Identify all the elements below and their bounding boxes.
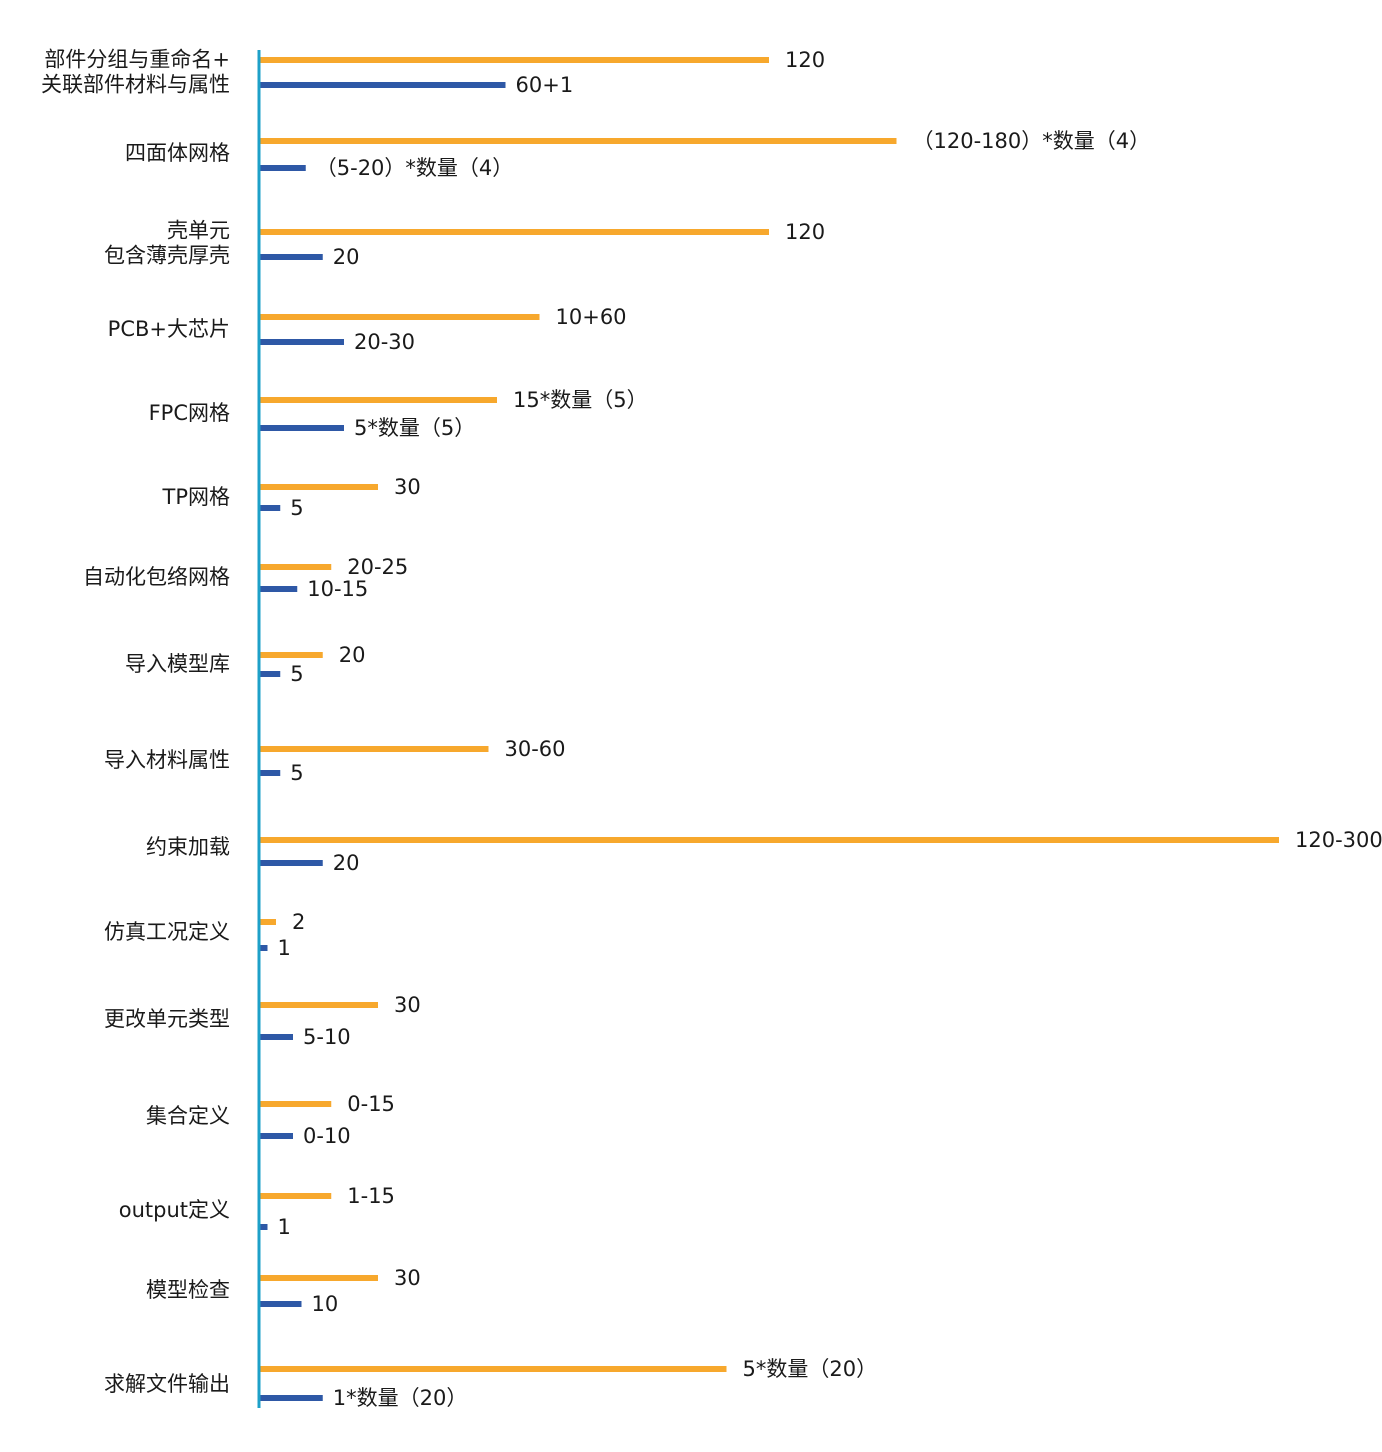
category-label-10: 约束加载 (146, 835, 230, 859)
category-label-15: 模型检查 (146, 1278, 230, 1302)
bar-series1-8 (259, 652, 323, 658)
data-label-series1-2: （120-180）*数量（4） (913, 129, 1151, 153)
category-label-13: 集合定义 (146, 1104, 230, 1128)
bar-series2-12 (259, 1034, 293, 1040)
data-label-series1-9: 30-60 (505, 737, 566, 761)
category-label-14: output定义 (119, 1198, 230, 1222)
bar-series1-2 (259, 138, 897, 144)
data-label-series1-13: 0-15 (347, 1092, 395, 1116)
category-label-5: FPC网格 (149, 401, 230, 425)
data-label-series2-9: 5 (290, 761, 303, 785)
bar-series1-7 (259, 564, 332, 570)
bar-series2-10 (259, 860, 323, 866)
bar-series1-3 (259, 229, 769, 235)
data-label-series2-7: 10-15 (307, 577, 368, 601)
category-label-8: 导入模型库 (125, 652, 230, 676)
bar-series2-15 (259, 1301, 302, 1307)
bar-series2-9 (259, 770, 281, 776)
bar-series2-11 (259, 945, 268, 951)
data-label-series1-14: 1-15 (347, 1184, 395, 1208)
data-label-series1-12: 30 (394, 993, 421, 1017)
data-label-series1-7: 20-25 (347, 555, 408, 579)
data-label-series1-1: 120 (785, 48, 825, 72)
category-label-9: 导入材料属性 (104, 748, 230, 772)
data-label-series2-8: 5 (290, 662, 303, 686)
bar-series1-13 (259, 1101, 332, 1107)
bar-series1-5 (259, 397, 497, 403)
category-label-4: PCB+大芯片 (108, 317, 230, 341)
bar-series2-6 (259, 505, 281, 511)
bar-series1-10 (259, 837, 1279, 843)
data-label-series2-16: 1*数量（20） (333, 1386, 468, 1410)
category-label-11: 仿真工况定义 (104, 920, 230, 944)
bar-series1-15 (259, 1275, 378, 1281)
bar-series1-12 (259, 1002, 378, 1008)
data-label-series1-10: 120-300 (1295, 828, 1382, 852)
data-label-series2-3: 20 (333, 245, 360, 269)
bar-series2-3 (259, 254, 323, 260)
category-label-7: 自动化包络网格 (83, 565, 230, 589)
data-label-series2-15: 10 (312, 1292, 339, 1316)
bar-series2-2 (259, 165, 306, 171)
data-label-series2-5: 5*数量（5） (354, 416, 475, 440)
bar-series2-5 (259, 425, 344, 431)
data-label-series2-10: 20 (333, 851, 360, 875)
category-label-16: 求解文件输出 (104, 1372, 230, 1396)
bar-series2-14 (259, 1224, 268, 1230)
bar-series2-7 (259, 586, 298, 592)
category-label-1-line1: 部件分组与重命名+ (44, 48, 230, 72)
data-label-series1-16: 5*数量（20） (743, 1357, 878, 1381)
data-label-series2-2: （5-20）*数量（4） (316, 156, 514, 180)
bar-series1-9 (259, 746, 489, 752)
data-label-series2-14: 1 (278, 1215, 291, 1239)
data-label-series1-6: 30 (394, 475, 421, 499)
data-label-series1-4: 10+60 (556, 305, 627, 329)
bar-series2-8 (259, 671, 281, 677)
category-label-12: 更改单元类型 (104, 1007, 230, 1031)
data-label-series2-11: 1 (278, 936, 291, 960)
category-label-2: 四面体网格 (125, 141, 230, 165)
data-label-series2-12: 5-10 (303, 1025, 351, 1049)
data-label-series2-4: 20-30 (354, 330, 415, 354)
category-label-1-line2: 关联部件材料与属性 (41, 73, 230, 97)
data-label-series2-1: 60+1 (516, 73, 574, 97)
bar-series2-13 (259, 1133, 293, 1139)
category-label-6: TP网格 (162, 485, 231, 509)
bar-series1-4 (259, 314, 540, 320)
data-label-series1-11: 2 (292, 910, 305, 934)
category-label-3-line1: 壳单元 (167, 219, 230, 243)
bar-series1-6 (259, 484, 378, 490)
bar-series2-1 (259, 82, 506, 88)
data-label-series1-5: 15*数量（5） (513, 388, 648, 412)
data-label-series1-3: 120 (785, 220, 825, 244)
bar-series1-14 (259, 1193, 332, 1199)
category-label-3-line2: 包含薄壳厚壳 (104, 244, 230, 268)
data-label-series1-8: 20 (339, 643, 366, 667)
bar-series2-16 (259, 1395, 323, 1401)
bar-series1-11 (259, 919, 276, 925)
data-label-series2-6: 5 (290, 496, 303, 520)
bar-series1-1 (259, 57, 769, 63)
bar-series1-16 (259, 1366, 727, 1372)
data-label-series1-15: 30 (394, 1266, 421, 1290)
data-label-series2-13: 0-10 (303, 1124, 351, 1148)
bar-series2-4 (259, 339, 344, 345)
